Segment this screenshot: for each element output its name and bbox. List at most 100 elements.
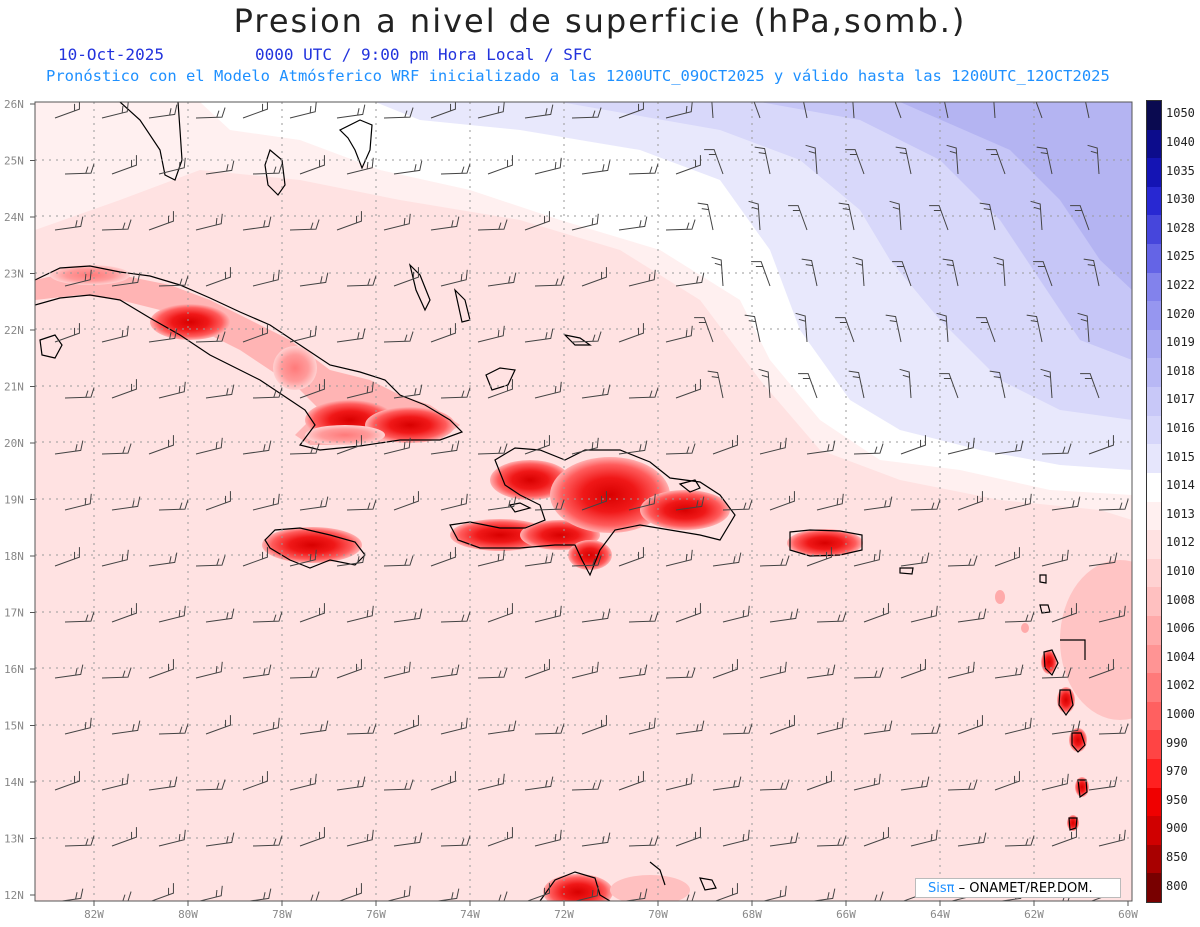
wind-barb	[1088, 659, 1114, 679]
wind-barb	[571, 779, 602, 791]
wind-barb	[383, 107, 414, 119]
wind-barb	[581, 832, 611, 847]
colorbar-label: 1013	[1166, 506, 1195, 521]
wind-barb	[759, 661, 787, 679]
colorbar-swatch	[1147, 158, 1161, 188]
colorbar-label: 1008	[1166, 592, 1195, 607]
wind-barb	[947, 661, 975, 679]
wind-barb	[524, 328, 554, 343]
wind-barb	[158, 829, 186, 847]
wind-barb	[976, 317, 996, 343]
colorbar-swatch	[1147, 558, 1161, 588]
wind-barb	[440, 163, 471, 175]
wind-barb	[148, 552, 178, 567]
wind-barb	[54, 771, 80, 791]
wind-barb	[195, 107, 226, 119]
wind-barb	[299, 272, 329, 287]
wind-barb	[868, 891, 884, 901]
wind-barb	[54, 440, 84, 455]
lon-label: 72W	[554, 908, 574, 921]
colorbar-label: 1030	[1166, 192, 1195, 207]
colorbar-swatch	[1147, 501, 1161, 531]
wind-barb	[939, 373, 959, 399]
wind-barb	[101, 325, 129, 343]
wind-barb	[195, 437, 223, 455]
colorbar-swatch	[1147, 844, 1161, 874]
colorbar-swatch	[1147, 244, 1161, 274]
wind-barb	[299, 155, 325, 175]
wind-barb	[910, 499, 941, 511]
wind-barb	[795, 312, 808, 343]
wind-barb	[205, 267, 231, 287]
colorbar-swatch	[1147, 587, 1161, 617]
wind-barb	[101, 773, 129, 791]
wind-barb	[299, 379, 325, 399]
wind-barb	[158, 381, 186, 399]
wind-barb	[111, 155, 137, 175]
wind-barb	[111, 827, 137, 847]
wind-barb	[628, 611, 659, 623]
wind-barb	[816, 717, 844, 735]
wind-barb	[101, 219, 132, 231]
lat-label: 21N	[4, 381, 24, 394]
wind-barb	[628, 387, 659, 399]
wind-barb	[1077, 312, 1090, 343]
wind-barb	[101, 443, 132, 455]
wind-barb	[205, 384, 235, 399]
wind-barb	[64, 611, 95, 623]
wind-barb	[534, 381, 562, 399]
wind-barb	[994, 440, 1024, 455]
wind-barb	[289, 773, 317, 791]
lon-label: 64W	[930, 908, 950, 921]
colorbar-label: 1006	[1166, 621, 1195, 636]
colorbar-label: 1050	[1166, 106, 1195, 121]
wind-barb	[885, 314, 902, 343]
wind-barb	[947, 437, 975, 455]
wind-barb	[942, 258, 959, 287]
wind-barb	[1030, 200, 1043, 231]
colorbar-label: 1004	[1166, 649, 1195, 664]
colorbar-swatch	[1147, 387, 1161, 417]
lat-label: 25N	[4, 155, 24, 168]
lat-label: 22N	[4, 324, 24, 337]
wind-barb	[440, 835, 471, 847]
wind-barb	[712, 552, 742, 567]
wind-barb	[722, 499, 753, 511]
wind-barb	[838, 202, 855, 231]
colorbar-swatch	[1147, 358, 1161, 388]
wind-barb	[346, 499, 377, 511]
wind-barb	[1051, 720, 1081, 735]
wind-barb	[158, 157, 186, 175]
wind-barb	[158, 723, 189, 735]
wind-barb	[487, 496, 517, 511]
wind-barb	[383, 555, 414, 567]
wind-barb	[338, 883, 362, 901]
wind-barb	[759, 779, 790, 791]
wind-barb	[680, 891, 696, 901]
wind-barb	[1070, 205, 1090, 231]
wind-barb	[1041, 443, 1072, 455]
wind-barb	[711, 256, 724, 287]
wind-barb	[581, 491, 607, 511]
lat-label: 16N	[4, 663, 24, 676]
wind-barb	[487, 827, 513, 847]
wind-barb	[989, 370, 1006, 399]
wind-barb	[665, 443, 696, 455]
wind-barb	[430, 323, 456, 343]
wind-barb	[393, 491, 419, 511]
wind-barb	[894, 102, 902, 119]
wind-barb	[581, 384, 611, 399]
wind-barb	[1088, 776, 1118, 791]
sispi-logo: Sisπ	[928, 881, 955, 896]
wind-barb	[252, 269, 280, 287]
wind-barb	[534, 605, 562, 623]
lat-label: 19N	[4, 494, 24, 507]
colorbar-label: 1022	[1166, 277, 1195, 292]
wind-barb	[289, 549, 317, 567]
wind-barb	[835, 317, 855, 343]
wind-barb	[675, 155, 701, 175]
wind-barb	[1051, 603, 1077, 623]
wind-barb	[892, 261, 912, 287]
wind-barb	[197, 885, 223, 901]
